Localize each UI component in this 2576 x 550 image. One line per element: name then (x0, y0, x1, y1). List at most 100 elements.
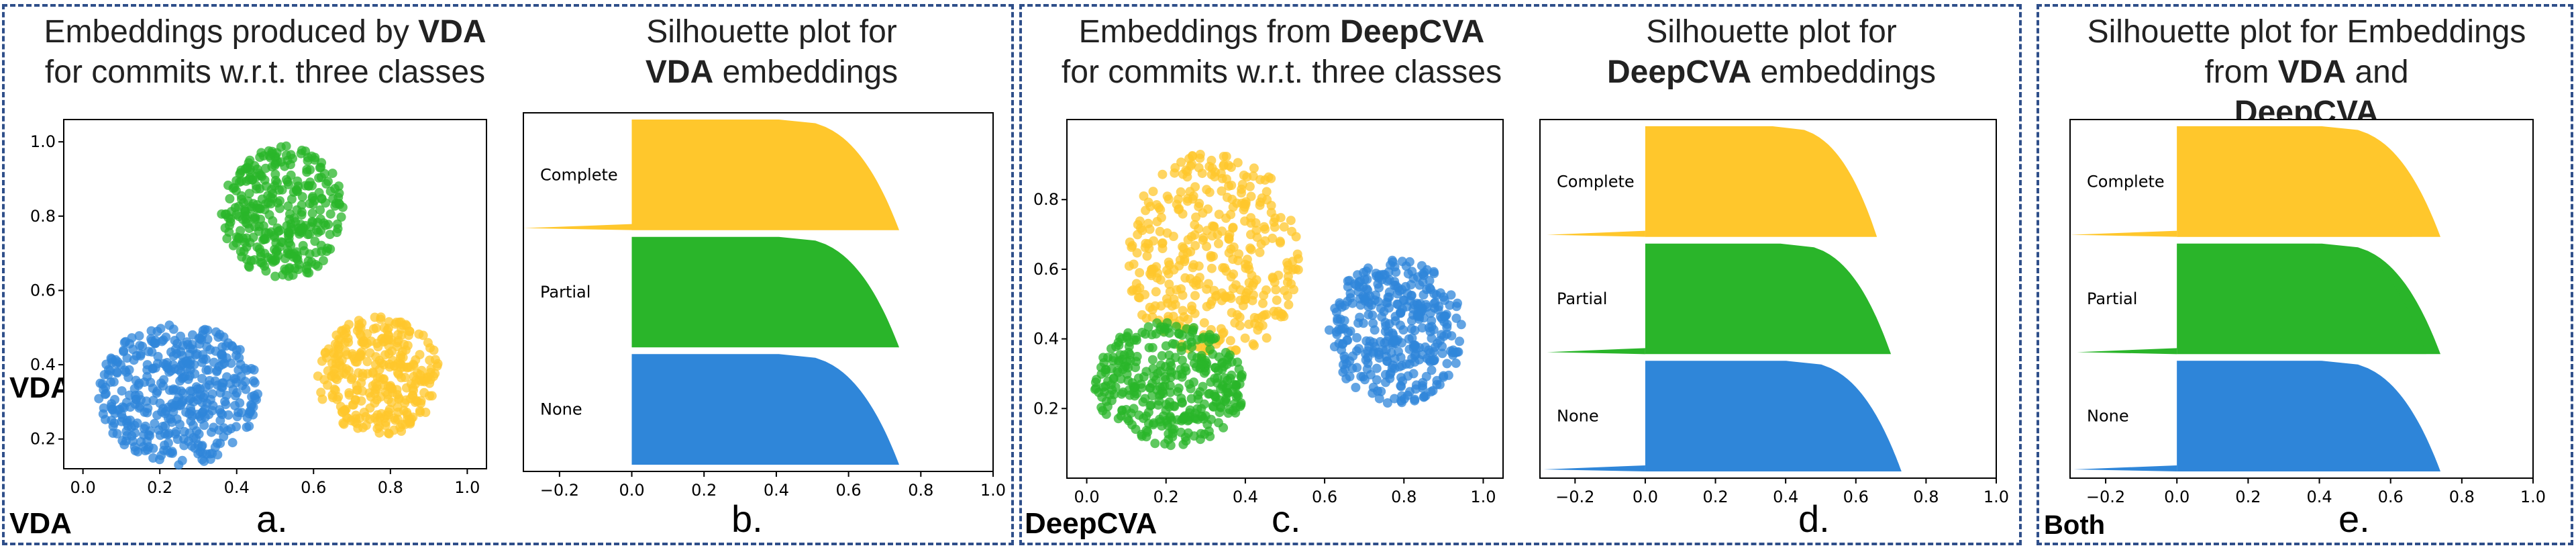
data-point (239, 246, 249, 256)
data-point (1249, 340, 1259, 351)
data-point (1451, 358, 1461, 368)
data-point (1214, 210, 1224, 220)
data-point (1257, 320, 1268, 330)
tag-both: Both (2044, 510, 2106, 540)
data-point (1166, 387, 1176, 398)
data-point (1148, 363, 1158, 373)
data-point (248, 232, 258, 242)
data-point (1143, 407, 1153, 417)
data-point (307, 208, 317, 218)
data-point (136, 437, 146, 447)
heading-text: Embeddings from (1078, 14, 1341, 50)
data-point (270, 271, 280, 281)
data-point (1192, 404, 1202, 414)
data-point (351, 410, 361, 420)
data-point (1374, 394, 1384, 404)
data-point (110, 408, 120, 418)
data-point (221, 390, 231, 400)
data-point (202, 342, 212, 352)
heading-line: Silhouette plot for (530, 12, 1013, 52)
data-point (403, 362, 413, 372)
data-point (224, 220, 234, 230)
data-point (1270, 222, 1280, 232)
data-point (1133, 292, 1143, 302)
data-point (1398, 325, 1408, 335)
data-point (1442, 319, 1452, 329)
data-point (1447, 348, 1457, 358)
data-point (393, 389, 402, 400)
data-point (150, 363, 160, 373)
data-point (256, 214, 266, 224)
data-point (132, 418, 142, 428)
heading-text: Embeddings produced by (44, 14, 419, 50)
plot-area: Complete Partial None −0.2 0.0 0.2 0.4 0.6 0.8 1.… (2069, 119, 2546, 506)
data-point (327, 169, 338, 179)
data-point (232, 387, 242, 398)
data-point (258, 258, 267, 268)
data-point (1386, 348, 1396, 358)
x-tick-label: 0.6 (1843, 488, 1869, 506)
data-point (1180, 363, 1190, 373)
data-point (1192, 335, 1202, 345)
data-point (1384, 331, 1394, 341)
data-point (1214, 238, 1223, 248)
data-point (1136, 223, 1145, 233)
data-point (1258, 298, 1268, 308)
data-point (138, 341, 148, 351)
data-point (234, 201, 244, 212)
data-point (272, 223, 282, 233)
data-point (338, 202, 348, 212)
data-point (1442, 359, 1452, 369)
data-point (1289, 285, 1298, 295)
data-point (384, 330, 394, 340)
data-point (156, 324, 166, 334)
data-point (1429, 356, 1439, 366)
x-tick-label: 0.8 (1391, 488, 1416, 506)
data-point (1117, 405, 1127, 415)
data-point (1167, 416, 1177, 426)
data-point (305, 165, 315, 175)
data-point (1127, 286, 1137, 296)
group-frame-vda (2, 4, 1014, 545)
data-point (1271, 285, 1281, 295)
y-tick-label: 0.2 (30, 430, 56, 449)
data-point (388, 355, 398, 365)
data-point (1170, 168, 1180, 178)
data-point (1179, 312, 1189, 322)
data-point (1262, 195, 1272, 205)
data-point (142, 396, 152, 406)
data-point (379, 323, 389, 333)
data-point (99, 403, 109, 413)
data-point (225, 379, 236, 388)
data-point (1393, 300, 1403, 310)
data-point (1244, 278, 1254, 287)
silhouette-partial (631, 236, 899, 348)
data-point (246, 364, 256, 373)
data-point (160, 421, 170, 431)
data-point (172, 414, 182, 424)
data-point (1109, 374, 1119, 384)
data-point (1176, 157, 1186, 167)
data-point (368, 324, 378, 334)
data-point (399, 339, 409, 349)
heading-text: embeddings (1751, 54, 1936, 90)
data-point (1228, 223, 1238, 233)
data-point (365, 403, 375, 413)
data-point (1235, 379, 1245, 389)
data-point (1351, 383, 1361, 392)
data-point (1220, 263, 1230, 273)
x-tick-label: 0.2 (2235, 488, 2261, 506)
x-tick-label: −0.2 (2086, 488, 2125, 506)
data-point (1156, 301, 1166, 311)
data-point (242, 422, 252, 432)
heading-e: Silhouette plot for Embeddings from VDA a… (2040, 12, 2573, 133)
data-point (226, 358, 236, 368)
class-label: Partial (540, 283, 590, 302)
heading-line: DeepCVA embeddings (1523, 52, 2020, 93)
data-point (1273, 306, 1283, 316)
data-point (1245, 243, 1255, 253)
class-label: None (2087, 407, 2129, 426)
data-point (1091, 383, 1101, 394)
data-point (275, 196, 285, 206)
data-point (1353, 287, 1363, 297)
